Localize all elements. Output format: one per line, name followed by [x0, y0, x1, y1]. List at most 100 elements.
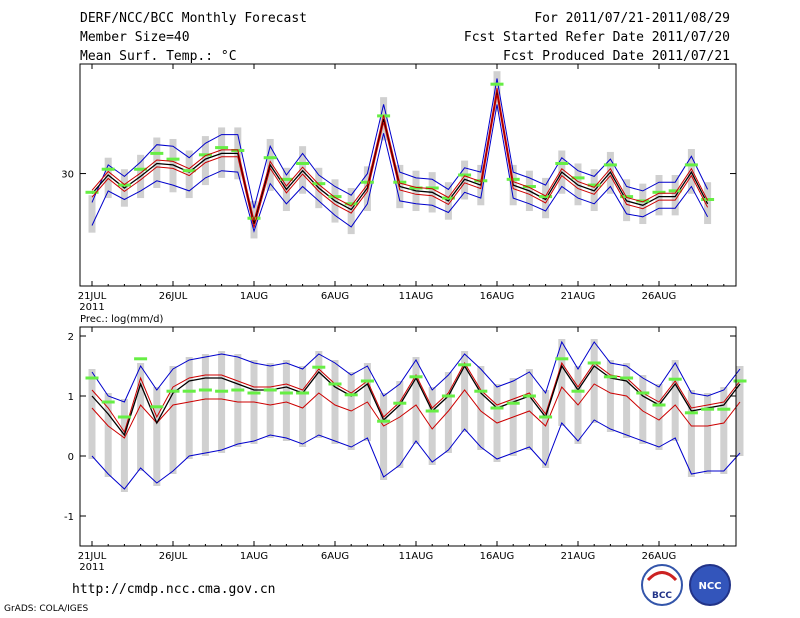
- x-tick-label: 26AUG: [642, 291, 677, 302]
- observed-mark: [377, 419, 391, 423]
- observed-mark: [701, 407, 715, 411]
- observed-mark: [425, 409, 439, 413]
- observed-mark: [506, 401, 520, 405]
- observed-mark: [522, 394, 536, 398]
- observed-mark: [85, 376, 99, 380]
- ensemble-bar: [412, 357, 420, 444]
- ensemble-bar: [428, 387, 436, 465]
- ensemble-bar: [104, 393, 112, 477]
- observed-mark: [684, 411, 698, 415]
- observed-mark: [360, 180, 374, 184]
- observed-mark: [198, 388, 212, 392]
- min-line: [91, 419, 741, 490]
- ensemble-bar: [525, 369, 533, 450]
- observed-mark: [215, 389, 229, 393]
- observed-mark: [522, 185, 536, 189]
- ensemble-bar: [88, 195, 96, 233]
- observed-mark: [539, 195, 553, 199]
- observed-mark: [555, 357, 569, 361]
- observed-mark: [717, 407, 731, 411]
- observed-mark: [733, 379, 747, 383]
- observed-mark: [150, 151, 164, 155]
- observed-mark: [409, 375, 423, 379]
- observed-mark: [668, 377, 682, 381]
- observed-mark: [474, 389, 488, 393]
- observed-mark: [182, 389, 196, 393]
- y-tick-label: -1: [64, 512, 74, 523]
- ensemble-bar: [542, 390, 550, 468]
- observed-mark: [312, 182, 326, 186]
- ensemble-bar: [266, 363, 274, 438]
- observed-mark: [166, 157, 180, 161]
- ensemble-bar: [639, 375, 647, 444]
- bcc-logo-text: BCC: [652, 591, 672, 601]
- plot-frame: [79, 63, 737, 287]
- observed-mark: [85, 190, 99, 194]
- observed-mark: [296, 161, 310, 165]
- observed-mark: [539, 415, 553, 419]
- x-year-label: 2011: [79, 562, 104, 573]
- x-tick-label: 6AUG: [321, 551, 349, 562]
- observed-mark: [101, 400, 115, 404]
- grads-credit: GrADS: COLA/IGES: [4, 604, 89, 614]
- precipitation-panel: 21JUL 26JUL 1AUG 6AUG 11AUG 16AUG 21AUG 26AUG20…: [64, 326, 747, 573]
- observed-mark: [668, 189, 682, 193]
- observed-mark: [263, 388, 277, 392]
- x-year-label: 2011: [79, 302, 104, 313]
- member-size: Member Size=40: [80, 30, 190, 45]
- ensemble-bar: [218, 127, 226, 178]
- plot-frame: [79, 326, 737, 547]
- ensemble-bar: [704, 393, 712, 474]
- observed-mark: [636, 199, 650, 203]
- observed-mark: [555, 161, 569, 165]
- ensemble-bar: [315, 351, 323, 438]
- observed-mark: [247, 216, 261, 220]
- x-tick-label: 21JUL: [78, 291, 107, 302]
- ensemble-bar: [299, 366, 307, 447]
- ensemble-bar: [153, 137, 161, 188]
- ncc-logo-text: NCC: [698, 581, 721, 592]
- x-tick-label: 6AUG: [321, 291, 349, 302]
- ensemble-bar: [347, 187, 355, 235]
- ensemble-bar: [671, 360, 679, 441]
- ensemble-bar: [720, 387, 728, 474]
- forecast-started: Fcst Started Refer Date 2011/07/20: [463, 30, 730, 45]
- variable-temp-label: Mean Surf. Temp.: °C: [80, 49, 237, 64]
- q_low-line: [91, 383, 741, 439]
- observed-mark: [150, 405, 164, 409]
- q_high-line: [91, 361, 741, 434]
- max-line: [91, 340, 741, 403]
- observed-mark: [360, 379, 374, 383]
- x-tick-label: 16AUG: [480, 291, 515, 302]
- observed-mark: [458, 173, 472, 177]
- ensemble-bar: [558, 339, 566, 426]
- ensemble-bar: [331, 360, 339, 444]
- ensemble-bar: [461, 351, 469, 432]
- ensemble-bar: [218, 351, 226, 453]
- ensemble-bar: [169, 138, 177, 193]
- observed-mark: [571, 389, 585, 393]
- ensemble-bar: [623, 363, 631, 438]
- ensemble-bar: [201, 136, 209, 186]
- x-tick-label: 26AUG: [642, 551, 677, 562]
- observed-mark: [393, 401, 407, 405]
- x-tick-label: 1AUG: [240, 291, 268, 302]
- forecast-produced: Fcst Produced Date 2011/07/21: [503, 49, 730, 64]
- ensemble-bar: [185, 357, 193, 459]
- observed-mark: [312, 365, 326, 369]
- footer-url[interactable]: http://cmdp.ncc.cma.gov.cn: [72, 582, 276, 597]
- ensemble-bar: [444, 372, 452, 453]
- quartile-line: [91, 94, 709, 228]
- ensemble-bar: [655, 384, 663, 450]
- observed-mark: [247, 391, 261, 395]
- observed-mark: [652, 190, 666, 194]
- observed-mark: [458, 363, 472, 367]
- observed-mark: [263, 156, 277, 160]
- observed-mark: [636, 391, 650, 395]
- y-tick-label: 1: [68, 392, 74, 403]
- observed-mark: [134, 357, 148, 361]
- precip-title: Prec.: log(mm/d): [80, 314, 163, 325]
- header-left: DERF/NCC/BCC Monthly Forecast Member Size…: [80, 9, 307, 66]
- x-tick-label: 21AUG: [561, 551, 596, 562]
- x-tick-label: 1AUG: [240, 551, 268, 562]
